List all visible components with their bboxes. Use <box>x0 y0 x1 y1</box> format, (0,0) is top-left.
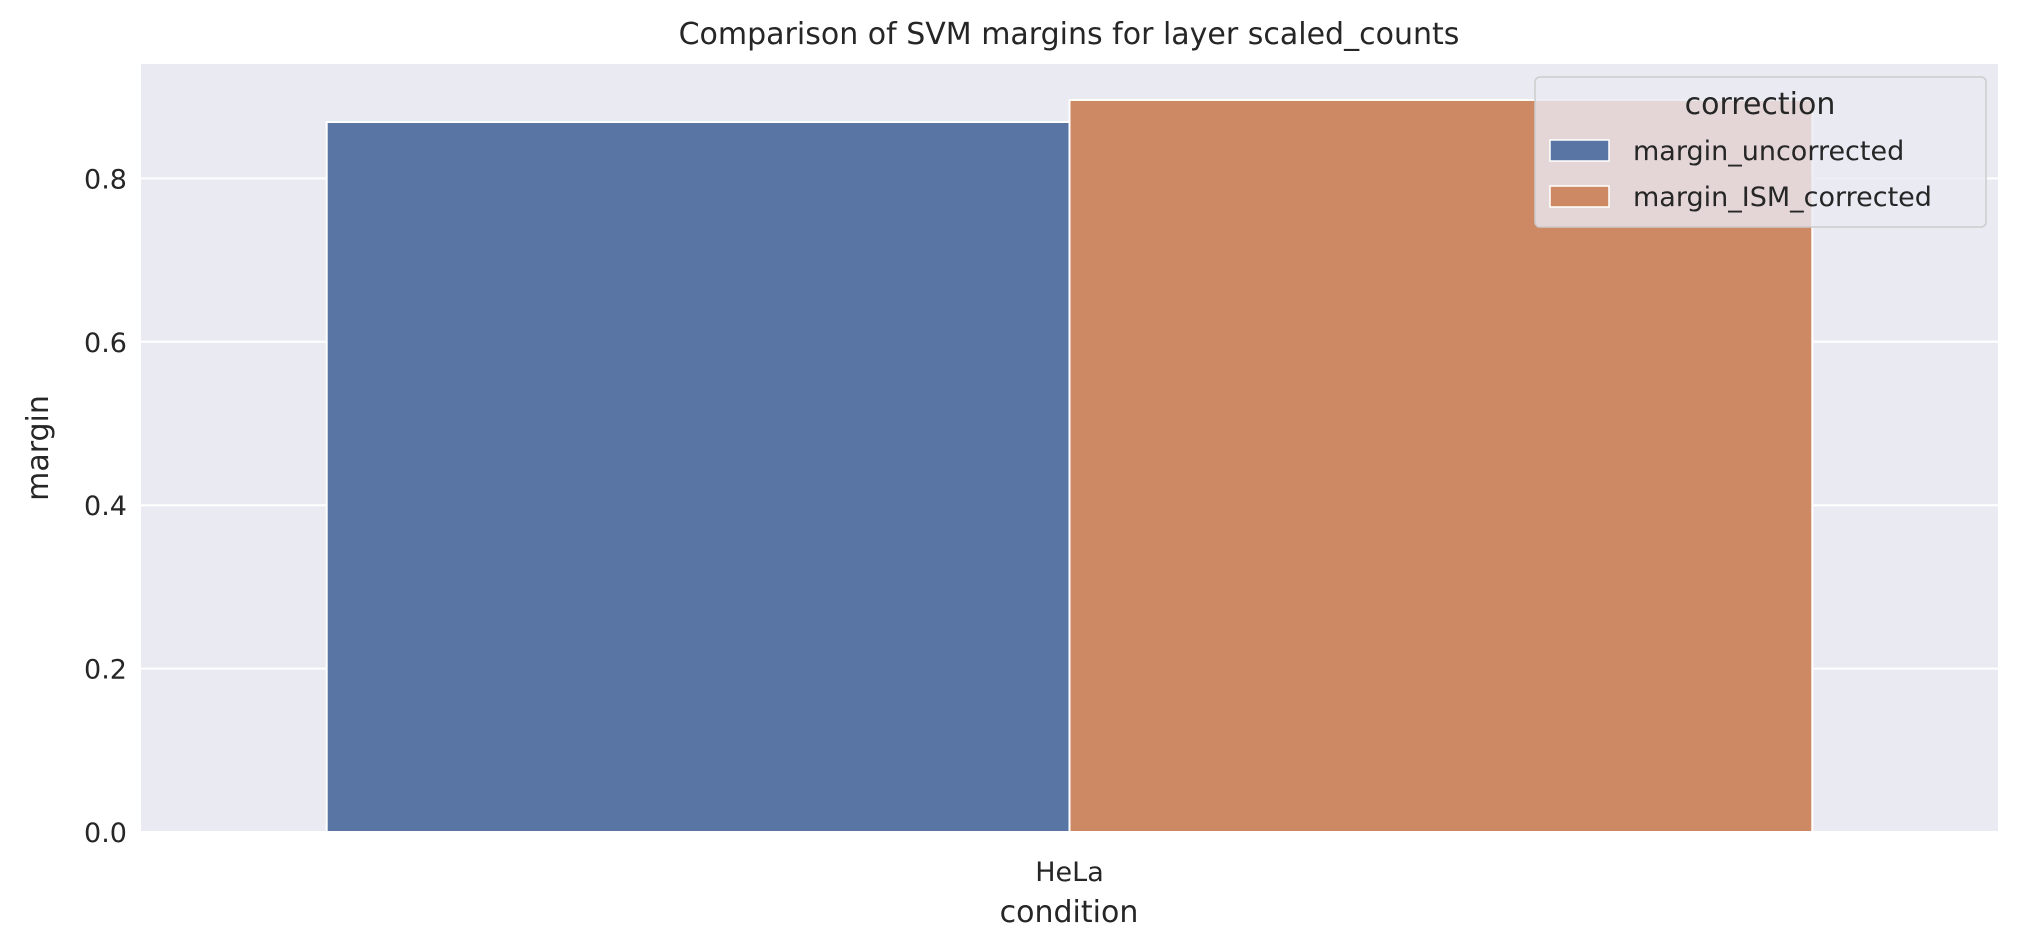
legend: correction margin_uncorrected margin_ISM_… <box>1534 76 1987 228</box>
x-axis-ticks: HeLa <box>1035 857 1104 888</box>
bars <box>325 98 1814 834</box>
legend-label: margin_uncorrected <box>1633 136 1904 167</box>
y-tick-label: 0.8 <box>84 164 127 195</box>
bar-margin-uncorrected <box>325 121 1071 834</box>
legend-items: margin_uncorrected margin_ISM_corrected <box>1549 136 1932 213</box>
legend-swatch <box>1549 185 1610 208</box>
y-tick-label: 0.6 <box>84 328 127 359</box>
y-tick-label: 0.2 <box>84 655 127 686</box>
legend-box <box>1534 76 1987 228</box>
y-axis-label: margin <box>21 395 56 501</box>
x-axis-label: condition <box>1000 895 1139 930</box>
legend-title: correction <box>1685 87 1836 122</box>
x-tick-label: HeLa <box>1035 857 1104 888</box>
y-tick-label: 0.0 <box>84 818 127 849</box>
y-tick-label: 0.4 <box>84 491 127 522</box>
chart-title: Comparison of SVM margins for layer scal… <box>679 17 1460 52</box>
legend-swatch <box>1549 139 1610 162</box>
y-axis-ticks: 0.0 0.2 0.4 0.6 0.8 <box>84 164 127 849</box>
legend-label: margin_ISM_corrected <box>1633 182 1932 213</box>
